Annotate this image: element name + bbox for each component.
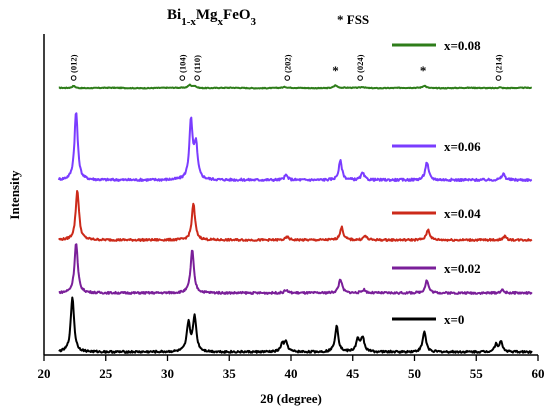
peak-circle-marker <box>357 75 363 81</box>
y-axis-label: Intensity <box>7 170 22 220</box>
x-tick-label: 35 <box>223 366 237 381</box>
peak-circle-marker <box>70 75 77 81</box>
x-tick-label: 55 <box>470 366 484 381</box>
legend-label: x=0.04 <box>444 206 481 221</box>
x-tick-label: 40 <box>285 366 298 381</box>
fss-marker: * <box>332 63 339 78</box>
legend: x=0.08 x=0.06 x=0.04 x=0.02 x=0 <box>392 38 481 327</box>
fss-marker: * <box>420 63 427 78</box>
fss-legend: * FSS <box>337 12 369 27</box>
series-line-x008 <box>58 83 533 90</box>
peak-circle-marker <box>179 75 186 81</box>
x-tick-label: 25 <box>99 366 113 381</box>
x-tick-label: 50 <box>408 366 421 381</box>
series-layer <box>57 83 533 354</box>
x-tick-label: 20 <box>38 366 51 381</box>
legend-label: x=0.06 <box>444 139 481 154</box>
x-axis-ticks: 20 25 30 35 40 45 50 55 60 <box>38 355 545 381</box>
x-tick-label: 45 <box>346 366 360 381</box>
plot-frame <box>43 34 538 356</box>
legend-label: x=0.02 <box>444 261 481 276</box>
series-line-x0 <box>58 296 533 354</box>
peak-label: (024) <box>355 54 365 73</box>
peak-label: (214) <box>493 54 503 73</box>
legend-label: x=0.08 <box>444 38 481 53</box>
chart-title: Bi1-xMgxFeO3 <box>167 7 257 28</box>
series-line-x002 <box>58 243 533 295</box>
series-line-x004 <box>58 190 533 242</box>
peak-label: (104) <box>177 54 187 73</box>
peak-label: (110) <box>192 55 202 73</box>
peak-label: (012) <box>69 54 79 73</box>
annotations: (012) (104) (110) (202) (024) (214) * * <box>69 54 503 81</box>
peak-circle-marker <box>194 75 200 81</box>
series-line-x006 <box>57 112 533 183</box>
peak-circle-marker <box>495 75 502 81</box>
legend-label: x=0 <box>444 312 464 327</box>
peak-circle-marker <box>284 75 291 81</box>
x-tick-label: 30 <box>161 366 174 381</box>
x-axis-label: 2θ (degree) <box>260 391 322 406</box>
x-tick-label: 60 <box>532 366 545 381</box>
peak-label: (202) <box>282 54 292 73</box>
